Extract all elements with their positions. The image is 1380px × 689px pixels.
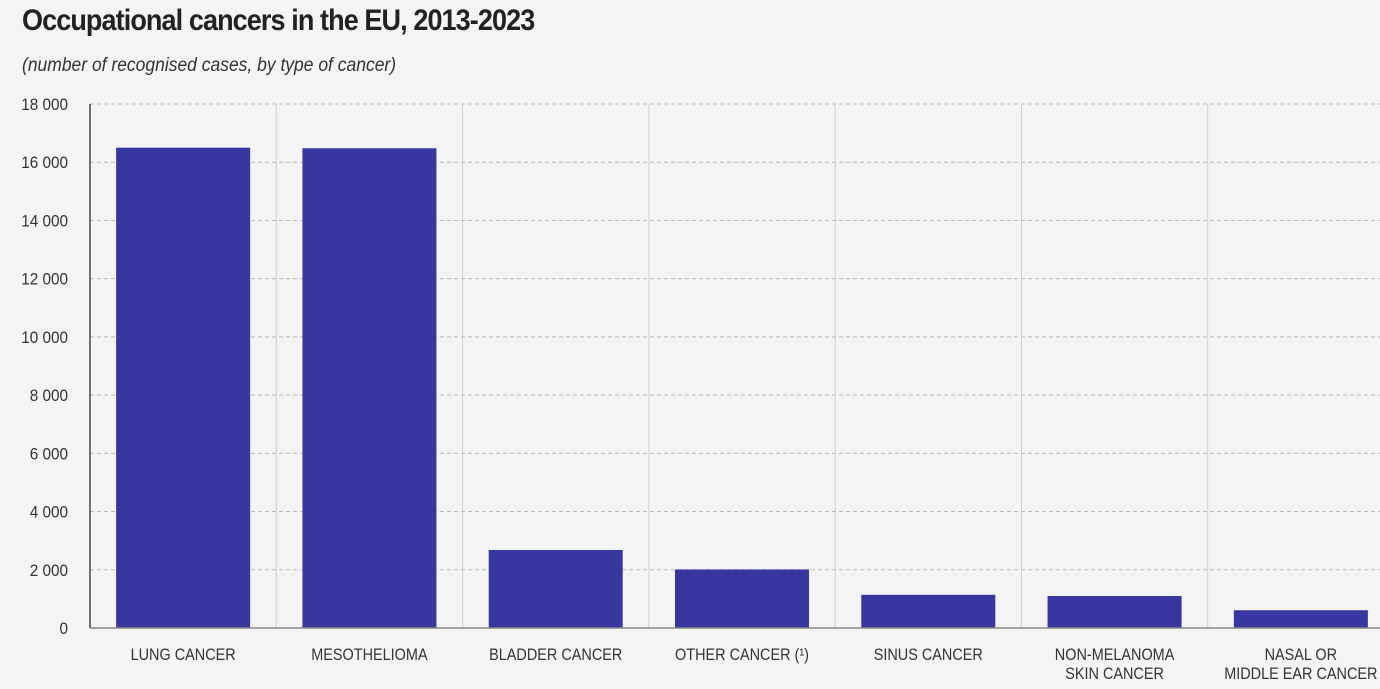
y-tick-label: 16 000 bbox=[21, 154, 68, 173]
y-tick-label: 2 000 bbox=[30, 561, 68, 580]
y-tick-label: 0 bbox=[59, 619, 68, 638]
y-tick-label: 14 000 bbox=[21, 212, 68, 231]
x-tick-label: BLADDER CANCER bbox=[489, 646, 622, 664]
bar bbox=[1233, 610, 1368, 628]
x-tick-label: SINUS CANCER bbox=[874, 646, 983, 664]
chart-title: Occupational cancers in the EU, 2013-202… bbox=[22, 4, 535, 37]
bar bbox=[488, 549, 623, 628]
x-tick-label: OTHER CANCER (¹) bbox=[675, 646, 809, 664]
x-tick-label: MESOTHELIOMA bbox=[311, 646, 428, 664]
bar bbox=[1047, 595, 1182, 628]
bar bbox=[116, 147, 251, 628]
x-tick-label: NON-MELANOMA bbox=[1055, 646, 1175, 664]
x-tick-label: LUNG CANCER bbox=[131, 646, 236, 664]
y-tick-label: 6 000 bbox=[30, 445, 68, 464]
bar bbox=[861, 594, 996, 628]
chart-subtitle: (number of recognised cases, by type of … bbox=[22, 55, 397, 76]
y-tick-label: 18 000 bbox=[21, 95, 68, 114]
y-tick-label: 10 000 bbox=[21, 328, 68, 347]
bar bbox=[675, 569, 809, 628]
x-tick-label: NASAL OR bbox=[1265, 646, 1338, 664]
bar bbox=[302, 148, 437, 628]
x-tick-label: SKIN CANCER bbox=[1065, 665, 1164, 683]
y-tick-label: 8 000 bbox=[30, 386, 68, 405]
x-tick-label: MIDDLE EAR CANCER bbox=[1224, 665, 1377, 683]
y-tick-label: 4 000 bbox=[30, 503, 68, 522]
y-tick-label: 12 000 bbox=[21, 270, 68, 289]
